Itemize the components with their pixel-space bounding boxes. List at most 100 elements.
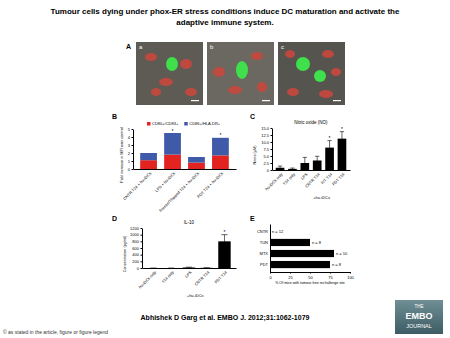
axis: 02.55.07.510.012.515.0 bbox=[261, 126, 272, 173]
cell-red bbox=[319, 90, 333, 98]
bar bbox=[164, 133, 181, 155]
tick-label: CNTR bbox=[257, 229, 268, 234]
error-bar bbox=[168, 268, 174, 269]
tick: 200 bbox=[132, 259, 142, 264]
tick-label: 25 bbox=[288, 275, 293, 280]
error-bar bbox=[221, 235, 227, 248]
cell-red bbox=[145, 53, 157, 61]
error-bar-stem bbox=[317, 156, 318, 164]
tick-mark bbox=[141, 228, 143, 229]
image-label: b bbox=[210, 44, 214, 50]
error-bar bbox=[303, 157, 307, 168]
tick-mark bbox=[271, 156, 273, 157]
logo-text: THE bbox=[415, 304, 424, 309]
tick-label: 10.0 bbox=[261, 140, 270, 145]
tick-label: CNTR T24 + hu-iDCs bbox=[122, 171, 152, 201]
axis-line bbox=[271, 272, 351, 273]
tick-mark bbox=[141, 248, 143, 249]
error-bar-cap bbox=[150, 268, 156, 269]
micrograph-background bbox=[278, 42, 345, 105]
tick-label: 0 bbox=[267, 168, 270, 173]
tick-label: 800 bbox=[132, 239, 139, 244]
tick-label: 3 bbox=[128, 143, 131, 148]
title: adaptive immune system. bbox=[176, 18, 273, 27]
bar bbox=[288, 169, 297, 170]
error-bar-cap bbox=[303, 157, 307, 158]
tick: 2.5 bbox=[263, 161, 272, 166]
tick-mark bbox=[141, 261, 143, 262]
annotation: * bbox=[223, 229, 225, 235]
tick-label: 2.5 bbox=[263, 161, 269, 166]
axis-line bbox=[133, 130, 134, 170]
tick: 0 bbox=[137, 266, 142, 271]
error-bar bbox=[278, 166, 282, 169]
cell-red bbox=[287, 88, 299, 96]
image-label: a bbox=[139, 44, 143, 50]
tick: CNTR T24 bbox=[304, 171, 322, 189]
tick-label: 1200 bbox=[130, 226, 140, 231]
axis: 0255075100 bbox=[269, 272, 354, 280]
chart-title: IL-10 bbox=[184, 220, 195, 225]
error-bar-stem bbox=[304, 157, 305, 168]
tick-label: 2 bbox=[128, 151, 131, 156]
error-bar bbox=[290, 168, 294, 170]
annotation: n = 8 bbox=[332, 262, 342, 267]
journal-logo: THEEMBOJOURNAL bbox=[395, 300, 443, 334]
axis-title: Concentration (pg/ml) bbox=[123, 235, 127, 272]
panel-label: A bbox=[126, 43, 131, 50]
tick-label: 1 bbox=[128, 159, 131, 164]
legend-swatch bbox=[184, 122, 188, 126]
tick-mark bbox=[141, 255, 143, 256]
tick-mark bbox=[290, 272, 291, 274]
micrograph-background bbox=[207, 42, 274, 105]
bar bbox=[183, 267, 195, 268]
tick-label: 7.5 bbox=[263, 147, 269, 152]
axis-line bbox=[134, 169, 237, 170]
cell-green bbox=[236, 61, 248, 79]
panel-label: C bbox=[250, 113, 255, 120]
tick-label: 5.0 bbox=[263, 154, 269, 159]
micrograph: b bbox=[207, 42, 274, 105]
tick: PDT T24 bbox=[331, 171, 346, 186]
bar bbox=[188, 157, 205, 163]
tick-mark bbox=[132, 137, 134, 138]
tick-mark bbox=[141, 235, 143, 236]
tick-mark bbox=[271, 142, 273, 143]
axis-title: +hu-iDCs bbox=[187, 293, 204, 298]
tick-label: 5 bbox=[128, 127, 131, 132]
axis-title: +hu-iDCs bbox=[313, 195, 330, 200]
error-bar bbox=[186, 267, 192, 268]
tick: 2 bbox=[128, 151, 133, 156]
error-bar bbox=[340, 132, 344, 146]
tick: hu-iDCs only bbox=[137, 270, 157, 290]
cell-red bbox=[180, 59, 192, 69]
bar bbox=[270, 250, 334, 257]
error-bar-cap bbox=[168, 268, 174, 269]
annotation: n = 12 bbox=[272, 229, 284, 234]
tick: LPS bbox=[184, 270, 193, 279]
tick-mark bbox=[310, 272, 311, 274]
cell-red bbox=[322, 50, 334, 58]
annotation: * bbox=[219, 132, 221, 138]
annotation: * bbox=[172, 128, 174, 134]
tick: 5.0 bbox=[263, 154, 272, 159]
bar bbox=[147, 268, 159, 269]
scale-bar bbox=[262, 100, 270, 101]
tick: PDT T24 + hu-iDCs bbox=[196, 171, 224, 199]
tick: PDT bbox=[260, 262, 269, 267]
figure: Tumour cells dying under phox-ER stress … bbox=[0, 0, 450, 338]
tick: 5 bbox=[128, 127, 133, 132]
scale-bar bbox=[333, 100, 341, 101]
tick-mark bbox=[271, 128, 273, 129]
error-bar-cap bbox=[278, 166, 282, 167]
cell-red bbox=[228, 86, 242, 94]
tick-mark bbox=[330, 272, 331, 274]
bar bbox=[212, 155, 229, 169]
tick-label: 200 bbox=[132, 259, 139, 264]
legend-entry: CD86+/HLA-DR+ bbox=[189, 121, 221, 126]
bar bbox=[201, 267, 213, 268]
tick-mark bbox=[141, 241, 143, 242]
tick: 3 bbox=[128, 143, 133, 148]
axis-line bbox=[143, 268, 237, 269]
cell-red bbox=[213, 67, 225, 77]
